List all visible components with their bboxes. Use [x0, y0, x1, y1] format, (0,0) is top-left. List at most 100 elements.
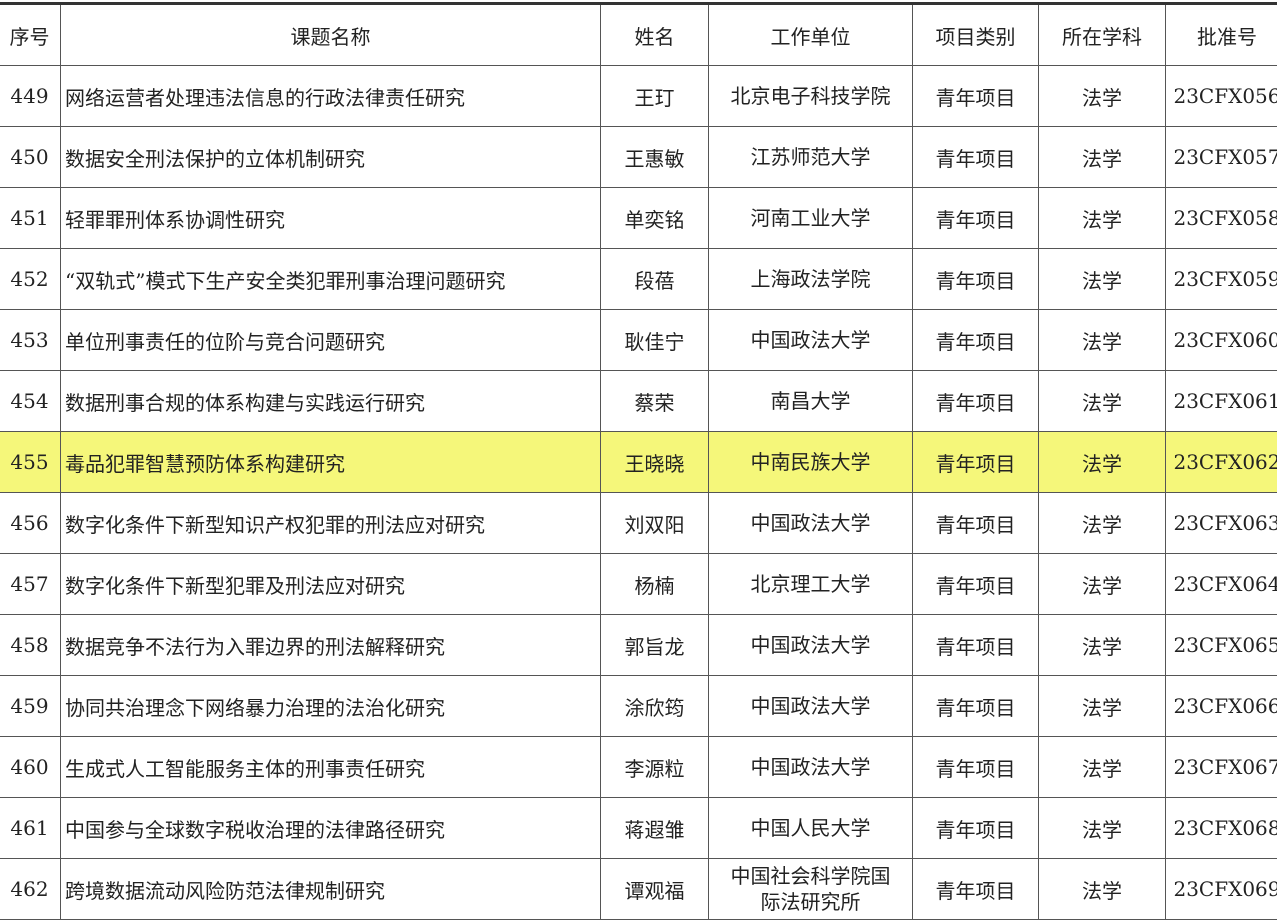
researcher-name: 蔡荣: [601, 371, 709, 432]
row-number: 451: [0, 188, 61, 249]
row-number: 458: [0, 615, 61, 676]
researcher-name: 王晓晓: [601, 432, 709, 493]
row-number: 450: [0, 127, 61, 188]
project-title: 毒品犯罪智慧预防体系构建研究: [61, 432, 601, 493]
project-title: 协同共治理念下网络暴力治理的法治化研究: [61, 676, 601, 737]
researcher-name: 涂欣筠: [601, 676, 709, 737]
project-category: 青年项目: [913, 66, 1039, 127]
approval-number: 23CFX064: [1166, 554, 1277, 615]
row-number: 461: [0, 798, 61, 859]
project-category: 青年项目: [913, 249, 1039, 310]
project-title: 数据竞争不法行为入罪边界的刑法解释研究: [61, 615, 601, 676]
researcher-name: 王惠敏: [601, 127, 709, 188]
approval-number: 23CFX061: [1166, 371, 1277, 432]
work-unit: 上海政法学院: [709, 249, 913, 310]
discipline: 法学: [1039, 676, 1166, 737]
researcher-name: 段蓓: [601, 249, 709, 310]
project-category: 青年项目: [913, 432, 1039, 493]
work-unit: 中国政法大学: [709, 676, 913, 737]
project-title: “双轨式”模式下生产安全类犯罪刑事治理问题研究: [61, 249, 601, 310]
discipline: 法学: [1039, 554, 1166, 615]
work-unit: 河南工业大学: [709, 188, 913, 249]
row-number: 459: [0, 676, 61, 737]
approval-number: 23CFX062: [1166, 432, 1277, 493]
approval-number: 23CFX067: [1166, 737, 1277, 798]
researcher-name: 郭旨龙: [601, 615, 709, 676]
row-number: 460: [0, 737, 61, 798]
researcher-name: 谭观福: [601, 859, 709, 920]
approval-number: 23CFX065: [1166, 615, 1277, 676]
project-category: 青年项目: [913, 127, 1039, 188]
discipline: 法学: [1039, 493, 1166, 554]
project-category: 青年项目: [913, 310, 1039, 371]
approval-number: 23CFX068: [1166, 798, 1277, 859]
project-title: 生成式人工智能服务主体的刑事责任研究: [61, 737, 601, 798]
discipline: 法学: [1039, 798, 1166, 859]
header-discipline: 所在学科: [1039, 4, 1166, 66]
header-unit: 工作单位: [709, 4, 913, 66]
project-title: 数字化条件下新型知识产权犯罪的刑法应对研究: [61, 493, 601, 554]
table-row: 452“双轨式”模式下生产安全类犯罪刑事治理问题研究段蓓上海政法学院青年项目法学…: [0, 249, 1277, 310]
row-number: 457: [0, 554, 61, 615]
project-category: 青年项目: [913, 188, 1039, 249]
researcher-name: 杨楠: [601, 554, 709, 615]
header-row: 序号 课题名称 姓名 工作单位 项目类别 所在学科 批准号: [0, 4, 1277, 66]
researcher-name: 王玎: [601, 66, 709, 127]
discipline: 法学: [1039, 66, 1166, 127]
project-category: 青年项目: [913, 676, 1039, 737]
project-title: 单位刑事责任的位阶与竞合问题研究: [61, 310, 601, 371]
work-unit: 江苏师范大学: [709, 127, 913, 188]
researcher-name: 刘双阳: [601, 493, 709, 554]
project-category: 青年项目: [913, 493, 1039, 554]
project-category: 青年项目: [913, 859, 1039, 920]
project-category: 青年项目: [913, 615, 1039, 676]
work-unit: 中国政法大学: [709, 615, 913, 676]
discipline: 法学: [1039, 737, 1166, 798]
researcher-name: 李源粒: [601, 737, 709, 798]
work-unit: 中国社会科学院国际法研究所: [709, 859, 913, 920]
discipline: 法学: [1039, 371, 1166, 432]
researcher-name: 蒋遐雏: [601, 798, 709, 859]
researcher-name: 单奕铭: [601, 188, 709, 249]
project-title: 数据刑事合规的体系构建与实践运行研究: [61, 371, 601, 432]
work-unit: 中国政法大学: [709, 493, 913, 554]
row-number: 449: [0, 66, 61, 127]
row-number: 453: [0, 310, 61, 371]
project-title: 中国参与全球数字税收治理的法律路径研究: [61, 798, 601, 859]
discipline: 法学: [1039, 859, 1166, 920]
work-unit: 中国人民大学: [709, 798, 913, 859]
project-category: 青年项目: [913, 737, 1039, 798]
approval-number: 23CFX060: [1166, 310, 1277, 371]
discipline: 法学: [1039, 127, 1166, 188]
project-title: 数据安全刑法保护的立体机制研究: [61, 127, 601, 188]
work-unit: 中南民族大学: [709, 432, 913, 493]
work-unit: 南昌大学: [709, 371, 913, 432]
approval-number: 23CFX066: [1166, 676, 1277, 737]
header-no: 序号: [0, 4, 61, 66]
row-number: 462: [0, 859, 61, 920]
header-name: 姓名: [601, 4, 709, 66]
project-title: 网络运营者处理违法信息的行政法律责任研究: [61, 66, 601, 127]
discipline: 法学: [1039, 188, 1166, 249]
header-approval: 批准号: [1166, 4, 1277, 66]
approval-number: 23CFX057: [1166, 127, 1277, 188]
row-number: 454: [0, 371, 61, 432]
work-unit: 中国政法大学: [709, 737, 913, 798]
approval-number: 23CFX069: [1166, 859, 1277, 920]
row-number: 456: [0, 493, 61, 554]
discipline: 法学: [1039, 310, 1166, 371]
discipline: 法学: [1039, 249, 1166, 310]
work-unit: 中国政法大学: [709, 310, 913, 371]
